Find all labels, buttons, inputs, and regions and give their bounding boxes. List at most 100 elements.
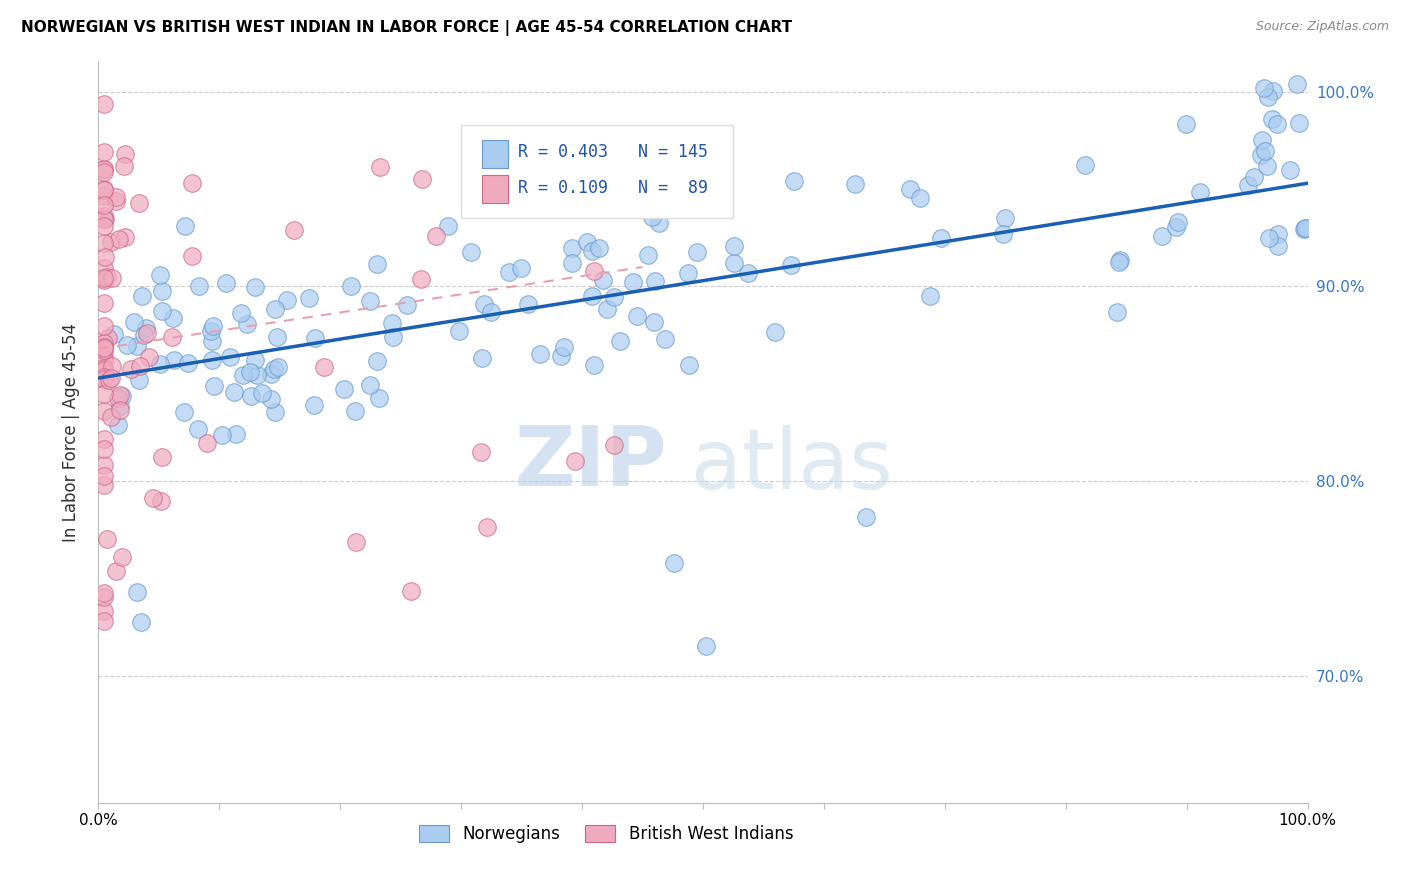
Point (425, 229, 447, 244)
Legend: Norwegians, British West Indians: Norwegians, British West Indians (412, 819, 800, 850)
Point (93, 209, 115, 223)
Point (232, 368, 254, 382)
Point (662, 556, 685, 570)
Point (93, 145, 115, 159)
Point (150, 450, 173, 465)
Point (283, 223, 305, 237)
Point (243, 353, 266, 368)
Point (134, 328, 156, 343)
Point (1164, 220, 1187, 235)
FancyBboxPatch shape (461, 126, 734, 218)
Point (163, 353, 186, 368)
Point (763, 325, 786, 339)
Point (359, 293, 381, 308)
Point (201, 352, 224, 367)
Point (122, 315, 145, 329)
Point (93, 362, 115, 376)
Point (1108, 253, 1130, 268)
Point (1267, 227, 1289, 241)
Point (582, 264, 605, 278)
Point (202, 379, 225, 393)
Point (844, 177, 866, 191)
Point (263, 362, 285, 376)
Point (643, 314, 665, 328)
Point (1295, 220, 1317, 235)
Point (129, 615, 152, 629)
Point (333, 382, 356, 396)
Point (583, 358, 606, 372)
Point (471, 351, 494, 366)
Point (264, 302, 287, 317)
Point (304, 331, 326, 345)
Point (581, 244, 603, 258)
Point (737, 266, 759, 280)
Point (359, 377, 381, 392)
Point (104, 565, 127, 579)
Point (177, 356, 200, 370)
Point (224, 385, 246, 400)
Point (1253, 81, 1275, 95)
Point (654, 332, 676, 346)
Point (595, 133, 617, 147)
Point (344, 535, 367, 549)
Point (581, 289, 603, 303)
Point (174, 219, 197, 233)
Point (1261, 112, 1284, 126)
Point (94, 211, 117, 226)
Point (162, 311, 184, 326)
Point (1258, 231, 1281, 245)
Point (93, 369, 115, 384)
Point (1174, 118, 1197, 132)
Point (93, 161, 115, 176)
Point (93, 183, 115, 197)
Point (93, 341, 115, 355)
Text: atlas: atlas (690, 425, 893, 507)
Point (1073, 158, 1095, 172)
Point (516, 297, 538, 311)
Point (1189, 185, 1212, 199)
Point (93, 386, 115, 401)
Point (263, 405, 285, 419)
Point (582, 142, 605, 156)
Point (603, 290, 626, 304)
Point (591, 158, 613, 172)
Point (115, 337, 138, 351)
Point (267, 359, 290, 374)
Point (108, 388, 131, 402)
Point (104, 190, 127, 204)
Y-axis label: In Labor Force | Age 45-54: In Labor Force | Age 45-54 (62, 323, 80, 542)
Point (1294, 221, 1316, 235)
Point (576, 235, 599, 249)
Point (150, 304, 173, 318)
Point (368, 160, 391, 174)
Point (685, 245, 707, 260)
Point (626, 309, 648, 323)
Point (100, 235, 122, 250)
Point (93, 343, 115, 357)
Point (994, 211, 1017, 225)
Point (160, 330, 183, 344)
Point (112, 159, 135, 173)
Point (1261, 84, 1284, 98)
Point (553, 340, 575, 354)
Point (93, 182, 115, 196)
Point (93, 352, 115, 367)
Text: R = 0.109   N =  89: R = 0.109 N = 89 (517, 178, 709, 196)
Point (93, 469, 115, 483)
Point (695, 640, 717, 654)
Point (180, 176, 202, 190)
Point (93, 615, 115, 629)
Point (621, 275, 644, 289)
Point (93, 165, 115, 179)
Point (149, 494, 172, 508)
Point (131, 288, 153, 302)
Point (588, 241, 610, 255)
Point (110, 399, 132, 413)
Point (93, 372, 115, 386)
Point (723, 238, 745, 252)
Point (472, 296, 495, 310)
Point (396, 298, 419, 312)
Point (93, 404, 115, 418)
Point (648, 216, 671, 230)
Point (1256, 159, 1278, 173)
